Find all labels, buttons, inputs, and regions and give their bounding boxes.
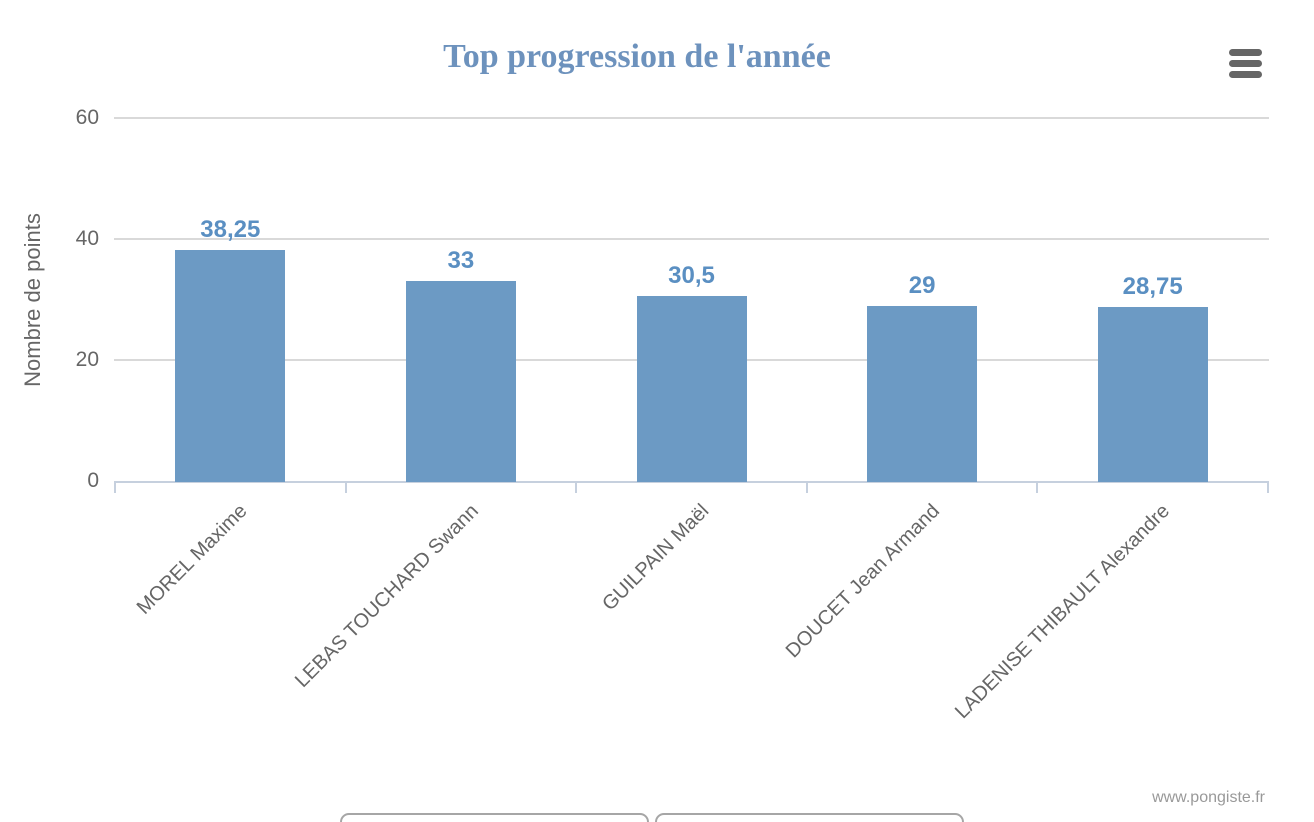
bar-value-label: 38,25	[200, 215, 261, 243]
partial-button-left[interactable]	[340, 813, 649, 822]
bar-value-label: 28,75	[1122, 273, 1183, 301]
gridline	[114, 117, 1269, 119]
yaxis-tick-label: 0	[87, 469, 99, 492]
xaxis-tick	[575, 483, 578, 493]
bar[interactable]	[636, 296, 747, 482]
bar-value-label: 33	[447, 247, 475, 275]
bar[interactable]	[175, 249, 286, 482]
yaxis-tick-label: 40	[75, 227, 99, 250]
xaxis-category-label: LEBAS TOUCHARD Swann	[290, 500, 483, 692]
xaxis-category-label: LADENISE THIBAULT Alexandre	[951, 500, 1175, 724]
partial-button-right[interactable]	[655, 813, 964, 822]
xaxis-tick	[1267, 483, 1269, 493]
xaxis-tick	[344, 483, 347, 493]
xaxis-tick	[114, 483, 116, 493]
yaxis-tick-label: 60	[75, 106, 99, 129]
bar-value-label: 30,5	[668, 262, 715, 290]
xaxis-category-label: MOREL Maxime	[133, 500, 252, 619]
yaxis-tick-label: 20	[75, 348, 99, 371]
context-menu-button[interactable]	[1225, 45, 1266, 82]
gridline	[114, 238, 1269, 240]
xaxis-line	[114, 481, 1269, 483]
xaxis-tick	[805, 483, 808, 493]
chart-title: Top progression de l'année	[443, 38, 831, 75]
bar-value-label: 29	[908, 271, 936, 299]
xaxis-tick	[1036, 483, 1039, 493]
bar[interactable]	[867, 305, 978, 482]
bar[interactable]	[1097, 307, 1208, 482]
xaxis-category-label: DOUCET Jean Armand	[781, 500, 944, 663]
bar[interactable]	[405, 281, 516, 482]
credits-link[interactable]: www.pongiste.fr	[1152, 789, 1265, 806]
xaxis-category-label: GUILPAIN Maël	[597, 500, 714, 616]
